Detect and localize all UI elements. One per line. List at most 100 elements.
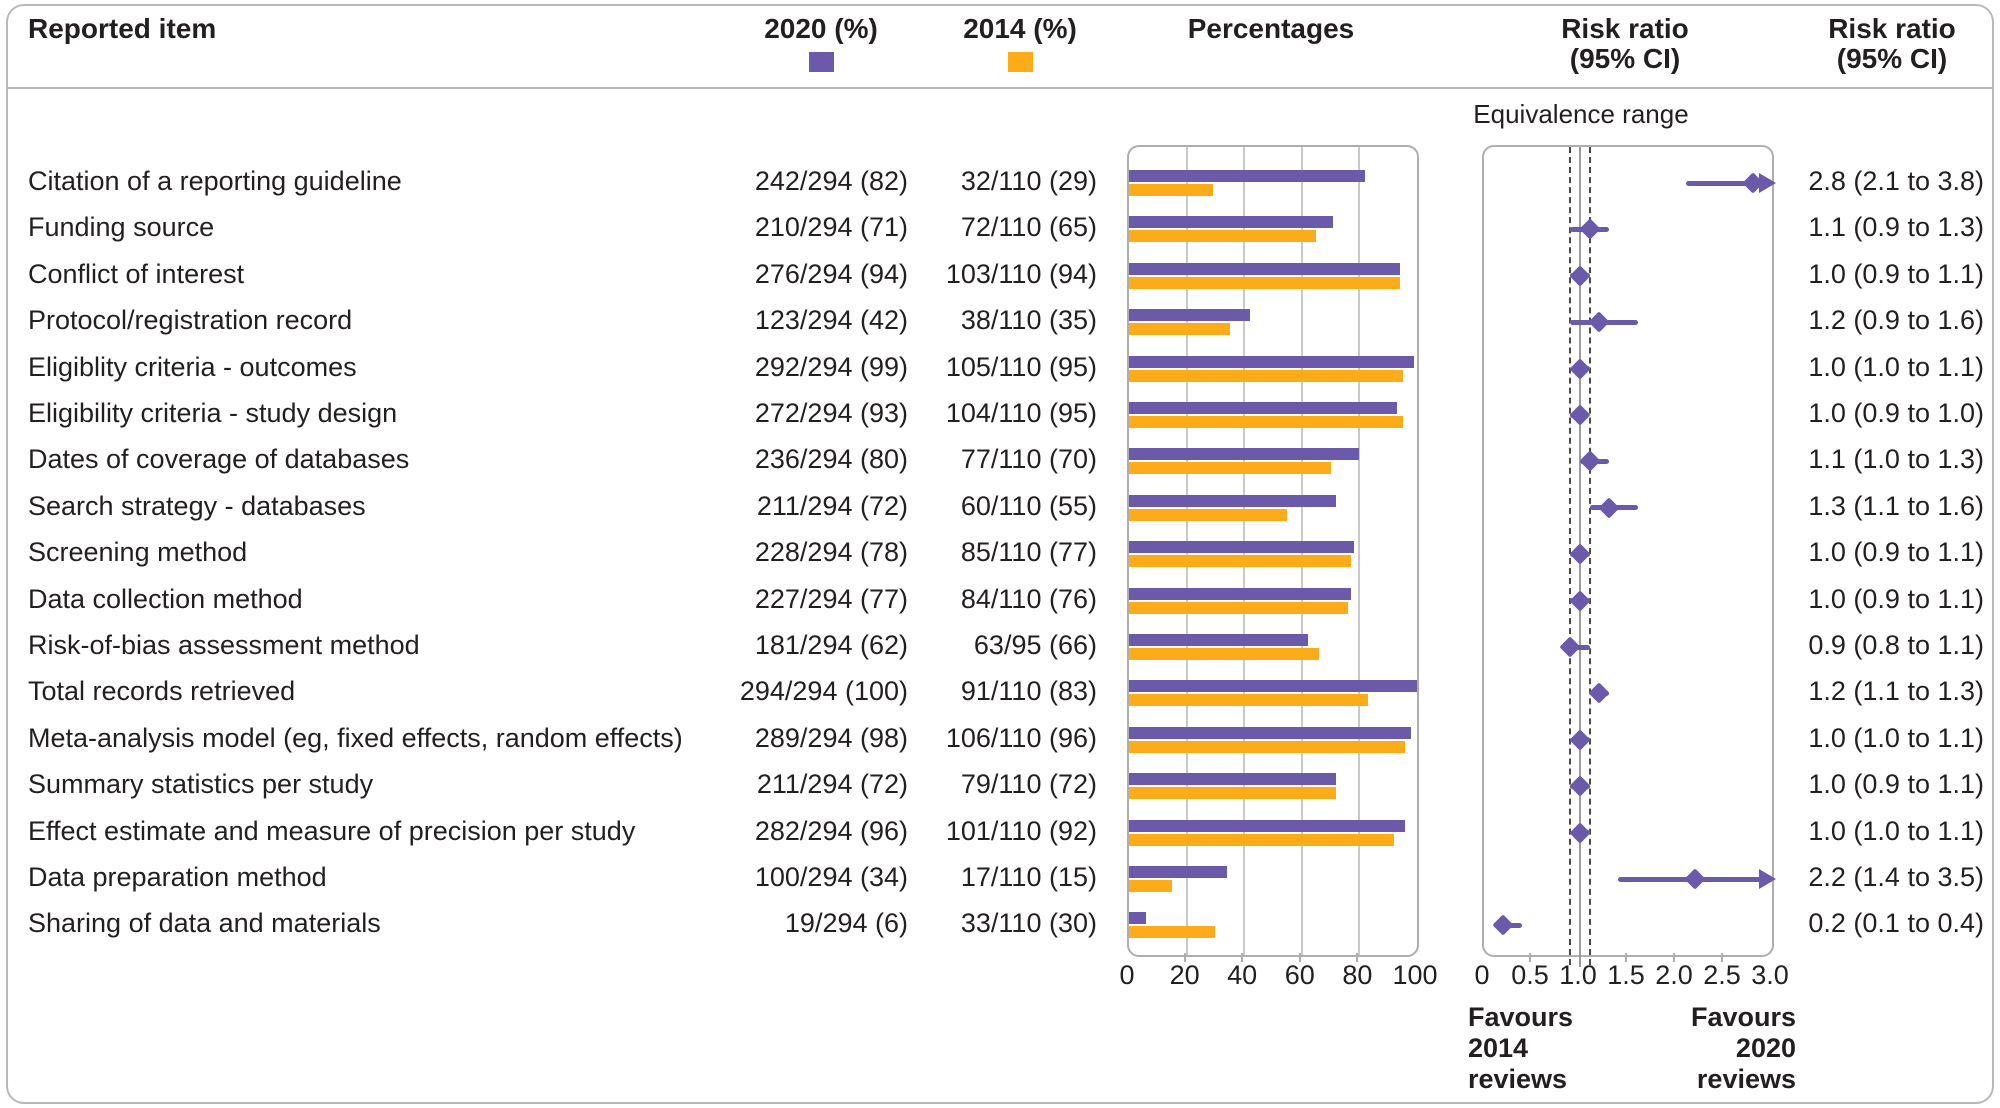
risk-ratio-forest-panel <box>1482 145 1776 967</box>
bar-2014 <box>1129 740 1406 753</box>
bar-2020 <box>1129 866 1227 878</box>
risk-ratio-text: 1.0 (1.0 to 1.1) <box>1808 815 1984 846</box>
risk-ratio-text: 1.3 (1.1 to 1.6) <box>1808 490 1984 521</box>
risk-ratio-text: 1.0 (1.0 to 1.1) <box>1808 351 1984 382</box>
row-label: Funding source <box>28 212 215 243</box>
column-header-risk-ratio-plot-line2: (95% CI) <box>1569 43 1681 74</box>
row-label: Citation of a reporting guideline <box>28 166 402 196</box>
rr-axis-label: 1.5 <box>1607 960 1645 990</box>
bar-2014 <box>1129 508 1288 521</box>
pct-axis-tick <box>1356 953 1359 962</box>
ci-line <box>1685 180 1772 186</box>
bar-2020 <box>1129 680 1417 693</box>
rr-diamond <box>1588 682 1610 704</box>
value-2020: 294/294 (100) <box>739 676 908 707</box>
value-2020: 123/294 (42) <box>754 305 908 336</box>
value-2020: 289/294 (98) <box>754 722 908 753</box>
value-2014: 72/110 (65) <box>960 212 1097 243</box>
rr-diamond <box>1578 218 1601 240</box>
row-label: Eligibility criteria - study design <box>28 398 398 428</box>
pct-axis-label: 40 <box>1227 960 1258 990</box>
row-label: Risk-of-bias assessment method <box>28 630 420 660</box>
bar-2014 <box>1129 787 1337 800</box>
bar-2020 <box>1129 541 1354 554</box>
row-label: Screening method <box>28 537 248 568</box>
row-label: Dates of coverage of databases <box>28 444 410 475</box>
percentages-bar-panel <box>1127 145 1419 957</box>
bar-2020 <box>1129 402 1397 414</box>
value-2014: 84/110 (76) <box>960 583 1097 614</box>
risk-ratio-text: 0.2 (0.1 to 0.4) <box>1808 908 1984 939</box>
bar-2014 <box>1129 648 1320 660</box>
rr-axis-tick <box>1529 953 1531 962</box>
value-2020: 276/294 (94) <box>754 258 908 289</box>
pct-axis-tick <box>1298 953 1301 962</box>
column-header-2020: 2020 (%) <box>764 13 878 44</box>
column-header-percentages: Percentages <box>1187 13 1355 44</box>
row-label: Conflict of interest <box>28 258 245 289</box>
bar-2014 <box>1129 416 1403 428</box>
risk-ratio-text: 2.2 (1.4 to 3.5) <box>1808 862 1984 892</box>
risk-ratio-text: 1.0 (0.9 to 1.1) <box>1808 583 1984 614</box>
risk-ratio-text: 0.9 (0.8 to 1.1) <box>1808 630 1984 660</box>
pct-axis-label: 60 <box>1284 960 1315 990</box>
pct-gridline <box>1358 147 1361 955</box>
bar-2014 <box>1129 323 1230 336</box>
bar-2020 <box>1129 170 1366 182</box>
bar-2020 <box>1129 448 1360 461</box>
value-2020: 272/294 (93) <box>754 398 908 428</box>
column-header-risk-ratio-plot-line1: Risk ratio <box>1561 13 1689 44</box>
bar-2014 <box>1129 601 1348 614</box>
pct-axis-tick <box>1183 953 1186 962</box>
value-2014: 60/110 (55) <box>960 490 1097 521</box>
rr-diamond <box>1569 775 1591 797</box>
rr-axis-tick <box>1625 953 1627 962</box>
value-2014: 38/110 (35) <box>960 305 1097 336</box>
bar-2020 <box>1129 819 1406 832</box>
risk-ratio-text: 1.1 (1.0 to 1.3) <box>1808 444 1984 475</box>
row-label: Search strategy - databases <box>28 490 366 521</box>
bar-2020 <box>1129 726 1412 739</box>
ci-arrow-right <box>1759 173 1776 193</box>
risk-ratio-text: 1.0 (0.9 to 1.1) <box>1808 258 1984 289</box>
rr-axis-label: 0 <box>1474 960 1490 990</box>
rr-diamond <box>1569 821 1591 844</box>
favours-2014-label: Favours 2014 reviews <box>1468 1002 1574 1094</box>
rr-axis-label: 1.0 <box>1559 960 1597 990</box>
rr-diamond <box>1569 404 1591 426</box>
rr-axis-tick <box>1721 953 1723 962</box>
row-label: Meta-analysis model (eg, fixed effects, … <box>28 722 683 753</box>
rr-diamond <box>1578 450 1601 472</box>
risk-ratio-text: 1.0 (0.9 to 1.1) <box>1808 769 1984 800</box>
value-2020: 100/294 (34) <box>754 862 908 892</box>
value-2020: 236/294 (80) <box>754 444 908 475</box>
rr-diamond <box>1569 357 1591 380</box>
value-2014: 103/110 (94) <box>945 258 1097 289</box>
bar-2020 <box>1129 355 1415 368</box>
pct-axis-label: 80 <box>1342 960 1373 990</box>
rr-axis-label: 2.5 <box>1703 960 1741 990</box>
value-2020: 211/294 (72) <box>756 490 908 521</box>
bar-2014 <box>1129 555 1351 568</box>
value-2014: 32/110 (29) <box>960 166 1097 196</box>
risk-ratio-text: 1.0 (0.9 to 1.0) <box>1808 398 1984 428</box>
pct-axis-tick <box>1241 953 1244 962</box>
bar-2014 <box>1129 276 1400 289</box>
value-2014: 77/110 (70) <box>960 444 1097 475</box>
value-2014: 79/110 (72) <box>960 769 1097 800</box>
rr-axis-label: 2.0 <box>1655 960 1693 990</box>
row-label: Data preparation method <box>28 862 327 892</box>
value-2020: 210/294 (71) <box>754 212 908 243</box>
bar-2020 <box>1129 773 1337 786</box>
bar-2014 <box>1129 694 1369 707</box>
bar-2014 <box>1129 230 1317 243</box>
bar-2014 <box>1129 462 1331 475</box>
bar-2020 <box>1129 587 1351 600</box>
rr-axis-tick <box>1673 953 1675 962</box>
bar-2014 <box>1129 926 1216 939</box>
bar-2014 <box>1129 833 1394 846</box>
equivalence-range-line <box>1588 147 1591 965</box>
value-2020: 282/294 (96) <box>754 815 908 846</box>
value-2014: 33/110 (30) <box>960 908 1097 939</box>
